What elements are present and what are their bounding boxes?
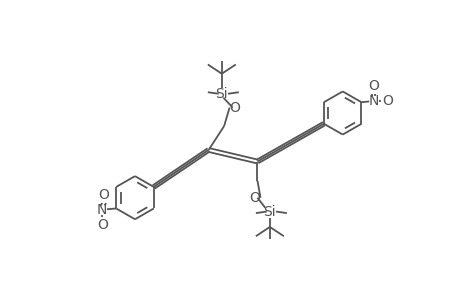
Text: Si: Si [215, 87, 228, 101]
Text: O: O [248, 191, 259, 205]
Text: O: O [98, 188, 109, 203]
Text: O: O [229, 100, 240, 115]
Text: O: O [381, 94, 392, 108]
Text: N: N [97, 203, 107, 217]
Text: O: O [368, 79, 379, 93]
Text: Si: Si [263, 205, 275, 219]
Text: O: O [96, 218, 107, 232]
Text: N: N [368, 94, 378, 108]
